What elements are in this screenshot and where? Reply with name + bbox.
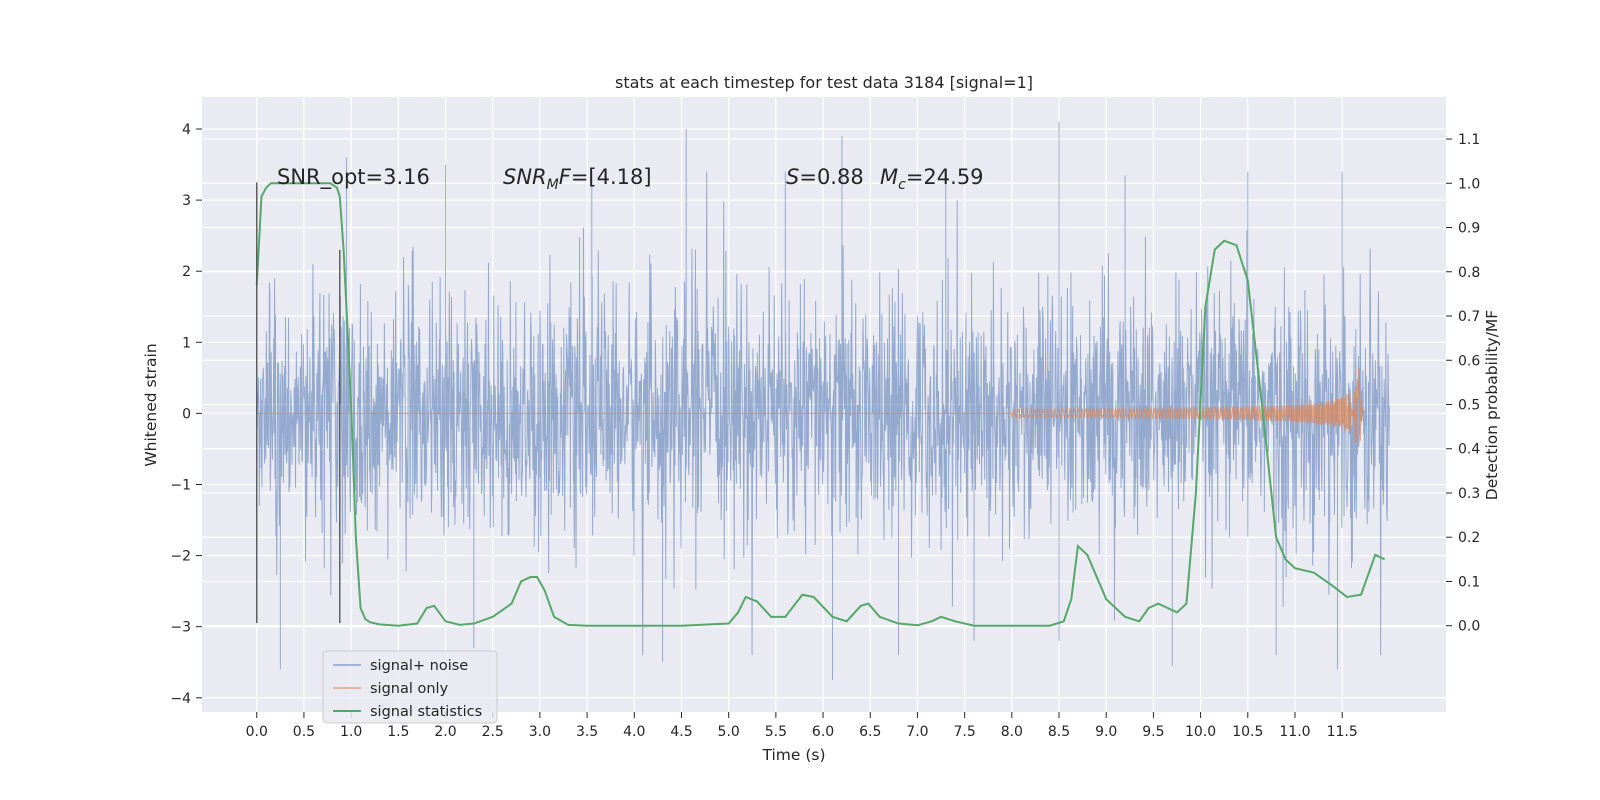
legend-entry: signal only xyxy=(370,681,449,697)
x-tick-label: 6.5 xyxy=(859,724,881,740)
x-tick-label: 11.5 xyxy=(1327,724,1358,740)
annotation-s: S=0.88 xyxy=(786,165,864,189)
chart-title: stats at each timestep for test data 318… xyxy=(615,73,1033,92)
series-signal-only xyxy=(256,367,1364,443)
x-tick-label: 7.0 xyxy=(906,724,928,740)
y-right-tick-label: 0.7 xyxy=(1458,309,1480,325)
annotation-snr-opt: SNR_opt=3.16 xyxy=(277,165,430,190)
x-tick-label: 2.5 xyxy=(482,724,504,740)
y-left-axis-label: Whitened strain xyxy=(142,343,160,466)
y-right-tick-label: 1.0 xyxy=(1458,176,1480,192)
y-left-tick-label: −4 xyxy=(170,691,191,707)
y-left-tick-label: −3 xyxy=(170,620,191,636)
legend-entry: signal+ noise xyxy=(370,658,468,674)
x-tick-label: 1.0 xyxy=(340,724,362,740)
x-tick-label: 8.5 xyxy=(1048,724,1070,740)
x-tick-label: 9.0 xyxy=(1095,724,1117,740)
x-tick-label: 11.0 xyxy=(1279,724,1310,740)
y-right-tick-label: 0.5 xyxy=(1458,398,1480,414)
y-left-tick-label: 0 xyxy=(182,406,191,422)
y-right-tick-label: 0.4 xyxy=(1458,442,1480,458)
x-tick-label: 10.0 xyxy=(1185,724,1216,740)
x-tick-label: 7.5 xyxy=(954,724,976,740)
x-tick-label: 3.0 xyxy=(529,724,551,740)
annotation-snr-mf: SNRMF=[4.18] xyxy=(503,165,652,193)
series-signal-statistics xyxy=(255,182,1386,627)
x-tick-label: 0.5 xyxy=(293,724,315,740)
x-tick-label: 4.5 xyxy=(670,724,692,740)
x-axis-label: Time (s) xyxy=(761,746,825,764)
y-right-tick-label: 0.6 xyxy=(1458,353,1480,369)
legend-box xyxy=(322,650,498,724)
y-left-tick-label: −2 xyxy=(170,549,191,565)
y-left-tick-label: 4 xyxy=(182,122,191,138)
legend-entry: signal statistics xyxy=(370,704,482,720)
x-tick-label: 5.5 xyxy=(765,724,787,740)
y-left-tick-label: 1 xyxy=(182,335,191,351)
y-right-tick-label: 0.3 xyxy=(1458,486,1480,502)
x-tick-label: 10.5 xyxy=(1232,724,1263,740)
x-tick-label: 5.0 xyxy=(718,724,740,740)
x-tick-label: 4.0 xyxy=(623,724,645,740)
y-right-tick-label: 0.0 xyxy=(1458,619,1480,635)
x-tick-label: 1.5 xyxy=(387,724,409,740)
y-right-tick-label: 0.9 xyxy=(1458,221,1480,237)
x-tick-label: 8.0 xyxy=(1001,724,1023,740)
y-right-tick-label: 0.8 xyxy=(1458,265,1480,281)
x-tick-label: 6.0 xyxy=(812,724,834,740)
x-tick-label: 0.0 xyxy=(246,724,268,740)
y-right-axis-label: Detection probability/MF xyxy=(1483,310,1501,501)
y-right-tick-label: 0.1 xyxy=(1458,574,1480,590)
y-left-tick-label: 3 xyxy=(182,193,191,209)
x-tick-label: 3.5 xyxy=(576,724,598,740)
annotation-mc: Mc=24.59 xyxy=(880,165,984,193)
x-tick-label: 9.5 xyxy=(1142,724,1164,740)
y-right-tick-label: 1.1 xyxy=(1458,132,1480,148)
y-right-tick-label: 0.2 xyxy=(1458,530,1480,546)
x-tick-label: 2.0 xyxy=(434,724,456,740)
y-left-tick-label: 2 xyxy=(182,264,191,280)
y-left-tick-label: −1 xyxy=(170,477,191,493)
